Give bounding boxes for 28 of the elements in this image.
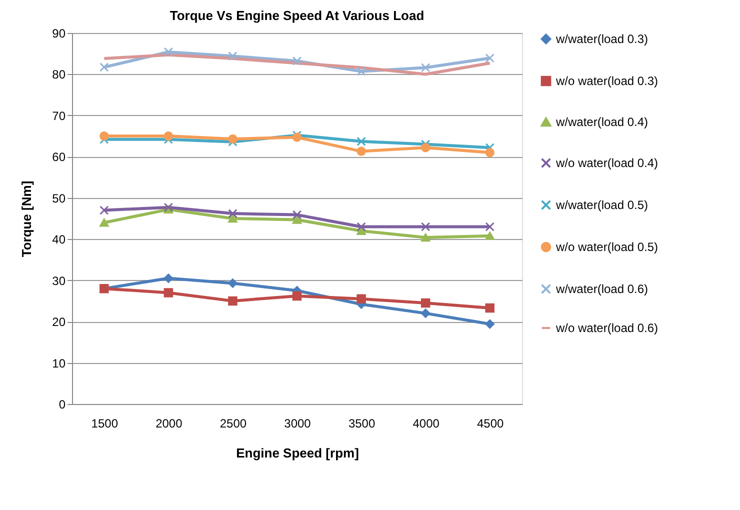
x-axis-title: Engine Speed [rpm] xyxy=(236,446,359,460)
x-tick-label: 3500 xyxy=(348,416,376,430)
y-tick-label: 40 xyxy=(52,232,66,247)
y-tick-label: 0 xyxy=(58,398,66,412)
y-tick-label: 80 xyxy=(52,68,66,82)
legend-label: w/o water(load 0.3) xyxy=(555,74,658,88)
chart-title: Torque Vs Engine Speed At Various Load xyxy=(170,8,424,23)
y-tick-label: 90 xyxy=(52,26,66,40)
x-tick-label: 1500 xyxy=(91,416,118,430)
legend-label: w/o water(load 0.5) xyxy=(555,240,658,254)
legend-label: w/water(load 0.4) xyxy=(555,115,648,129)
y-tick-label: 60 xyxy=(52,150,66,164)
legend-label: w/o water(load 0.6) xyxy=(555,321,658,335)
y-tick-label: 70 xyxy=(52,108,66,123)
x-tick-label: 4000 xyxy=(412,416,440,430)
x-tick-label: 2500 xyxy=(220,416,247,430)
y-tick-label: 10 xyxy=(52,356,66,370)
legend-label: w/water(load 0.3) xyxy=(555,32,648,46)
legend-label: w/water(load 0.5) xyxy=(555,198,648,212)
y-tick-label: 50 xyxy=(52,191,66,206)
y-axis-title: Torque [Nm] xyxy=(19,180,34,258)
y-tick-label: 30 xyxy=(52,274,66,288)
x-tick-label: 3000 xyxy=(284,416,312,430)
x-tick-label: 2000 xyxy=(156,416,183,430)
x-tick-label: 4500 xyxy=(477,416,504,430)
legend-label: w/water(load 0.6) xyxy=(555,282,648,296)
legend-label: w/o water(load 0.4) xyxy=(555,156,658,170)
y-tick-label: 20 xyxy=(52,315,66,330)
